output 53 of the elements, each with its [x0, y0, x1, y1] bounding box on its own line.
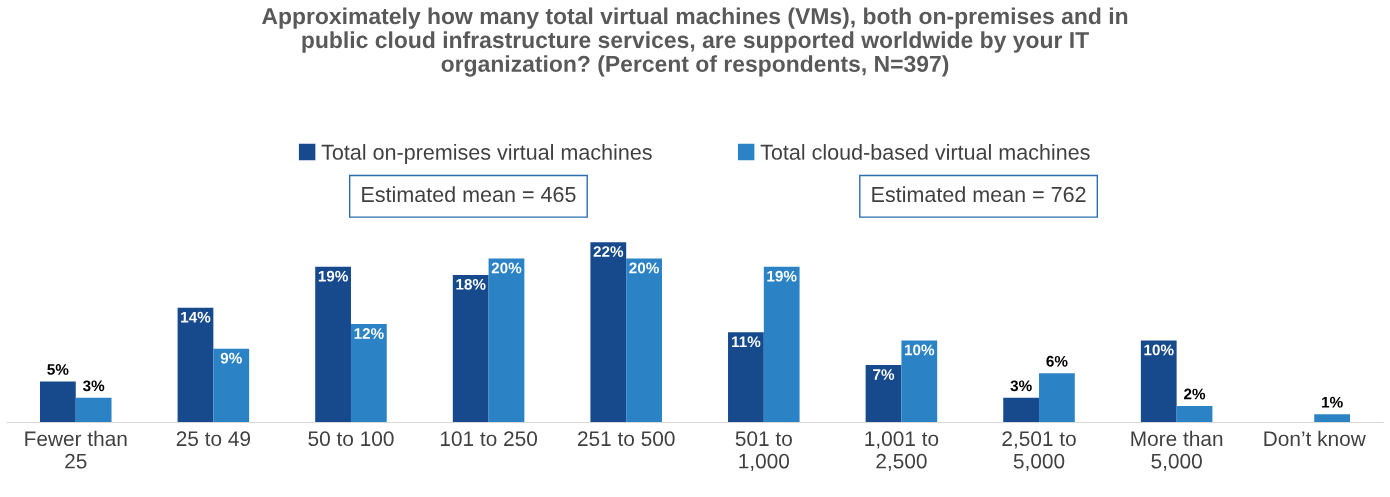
bar — [865, 365, 902, 423]
data-label: 11% — [732, 336, 761, 348]
data-label: 2% — [1184, 388, 1206, 400]
bar — [177, 307, 214, 423]
bar — [39, 381, 76, 423]
bar — [1003, 397, 1040, 423]
bar — [75, 397, 112, 423]
bar — [315, 266, 351, 423]
text: Estimated mean = 762 — [872, 186, 1086, 203]
bar — [590, 242, 627, 423]
bar — [1140, 340, 1177, 423]
data-label: 6% — [1046, 355, 1068, 367]
data-label: 3% — [82, 380, 105, 392]
x-tick-label: 25 to 49 — [176, 431, 251, 447]
bar — [626, 258, 662, 423]
data-label: 20% — [491, 262, 522, 274]
x-tick-label: Fewer than 25 — [25, 430, 127, 469]
data-label: 18% — [456, 278, 486, 290]
bar — [350, 324, 387, 423]
bar — [488, 258, 525, 423]
data-label: 9% — [220, 352, 242, 364]
x-tick-label: 101 to 250 — [440, 431, 538, 447]
legend-label: Total cloud-based virtual machines — [760, 144, 1090, 160]
x-tick-label: More than 5,000 — [1131, 430, 1223, 471]
x-tick-label: 1,001 to 2,500 — [865, 431, 939, 471]
bar — [1039, 373, 1075, 423]
x-tick-label: 501 to 1,000 — [735, 431, 792, 471]
data-label: 12% — [354, 328, 384, 339]
x-tick-label: 251 to 500 — [578, 431, 675, 447]
data-label: 5% — [47, 364, 69, 375]
data-label: 20% — [629, 262, 659, 274]
bar — [1314, 414, 1351, 423]
legend-label: Total on-premises virtual machines — [321, 144, 652, 165]
bar — [452, 274, 489, 423]
bar — [901, 340, 938, 423]
data-label: 22% — [593, 246, 624, 257]
text: Estimated mean = 465 — [362, 186, 576, 203]
bar — [213, 348, 250, 423]
bar — [763, 266, 800, 423]
data-label: 3% — [1010, 380, 1032, 392]
data-label: 1% — [1322, 396, 1343, 408]
data-label: 7% — [873, 369, 895, 380]
x-tick-label: 2,501 to 5,000 — [1002, 431, 1076, 471]
data-label: 19% — [318, 270, 348, 282]
data-label: 10% — [1144, 344, 1174, 356]
bar — [728, 332, 764, 423]
data-label: 10% — [904, 344, 935, 356]
x-tick-label: Don’t know — [1264, 430, 1366, 447]
data-label: 14% — [181, 311, 211, 323]
chart-title: Approximately how many total virtual machines (VMs), both on-premises and in public cloud infrastructure services, are supported worldwide by your IT organization? (Percent of respondents, N=397) — [262, 7, 1128, 77]
x-tick-label: 50 to 100 — [308, 431, 394, 447]
bar — [1176, 406, 1213, 423]
data-label: 19% — [767, 270, 797, 282]
